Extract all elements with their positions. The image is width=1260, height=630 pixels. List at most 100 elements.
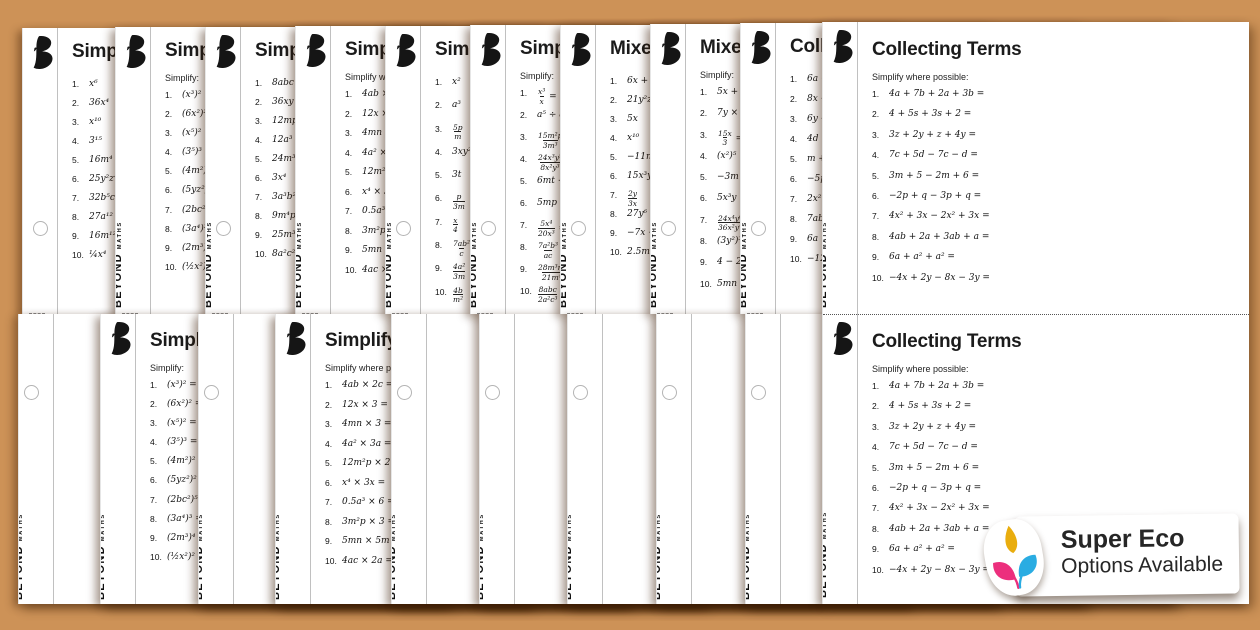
item-number: 8. [520, 242, 528, 252]
beyond-wordmark: BEYOND [470, 253, 479, 308]
item-expression: 4a² 3m [452, 263, 466, 280]
item-number: 2. [700, 108, 708, 119]
item-expression: (x³)² = [182, 90, 212, 100]
item-number: 6. [610, 171, 618, 181]
fraction-denominator: m² [453, 294, 464, 305]
beyond-wordmark: BEYOND [656, 545, 663, 600]
item-expression: x¹⁰ [627, 133, 640, 143]
worksheet-item: 4. (x²)⁵ = [700, 151, 1081, 172]
item-expression: 4x² + 3x − 2x² + 3x = [889, 211, 990, 222]
item-expression: 3m²p × 3 = [342, 516, 396, 527]
item-number: 6. [435, 193, 443, 204]
beyond-wordmark: BEYOND [198, 545, 205, 600]
item-number: 7. [72, 193, 80, 203]
item-expression: 6x + 8y [627, 76, 662, 86]
beyond-wordmark: BEYOND [275, 545, 282, 600]
fraction-numerator: 15x [718, 128, 732, 138]
item-number: 6. [790, 174, 798, 184]
item-expression: (x⁵)² = [182, 128, 212, 139]
fraction-numerator: 15m²p [538, 131, 563, 140]
worksheet-item: 8. 4ab + 2a + 3ab + a = [872, 232, 1249, 252]
item-number: 9. [255, 230, 263, 240]
maths-wordmark: MATHS [100, 512, 106, 542]
item-expression: 16m¹² [89, 231, 117, 241]
item-expression: 9m⁴p² [272, 211, 300, 221]
margin-divider-line [420, 26, 421, 314]
item-number: 4. [520, 154, 528, 164]
item-expression: 3a³b² [272, 192, 297, 202]
item-number: 8. [435, 240, 443, 251]
beyond-b-logo-icon [282, 321, 309, 356]
item-number: 4. [700, 150, 708, 161]
beyond-maths-branding: BEYOND MATHS [823, 218, 831, 308]
item-number: 2. [325, 399, 333, 410]
beyond-wordmark: BEYOND [295, 253, 304, 308]
item-number: 3. [435, 123, 443, 134]
item-number: 5. [790, 154, 798, 164]
item-number: 6. [165, 185, 173, 196]
item-expression: x³ x = [538, 87, 557, 106]
item-expression: (3y²)³ = [717, 236, 753, 247]
worksheet-instruction: Simplify: [520, 71, 555, 81]
maths-wordmark: MATHS [198, 512, 204, 542]
maths-wordmark: MATHS [117, 220, 123, 250]
worksheet-content: Collecting Terms Simplify where possible:… [867, 22, 1249, 314]
item-expression: 5x [627, 114, 638, 124]
item-number: 10. [325, 555, 337, 566]
item-number: 6. [700, 193, 708, 204]
fraction-denominator: 3m [453, 200, 465, 211]
worksheet-item: 9. 16m¹² [72, 231, 453, 250]
worksheet-instruction: Simplify: [165, 73, 200, 83]
item-number: 7. [345, 206, 353, 216]
fraction-denominator: 2a²c³ [538, 293, 558, 304]
item-expression: x⁶ [89, 79, 98, 89]
worksheet-item: 7. 4x² + 3x − 2x² + 3x = [872, 211, 1249, 231]
worksheet-item: 4. x¹⁰ [610, 133, 991, 152]
fraction: 24x⁴y⁶ 36x²y⁴ [718, 215, 743, 232]
item-expression: p 3m [452, 193, 466, 210]
worksheet-item: 6. (5yz²)² = [165, 185, 546, 204]
worksheet-instruction: Simplify where possible: [872, 364, 969, 374]
fraction-denominator: 4 [453, 224, 458, 235]
margin-divider-line [240, 27, 241, 314]
item-expression: ¼x⁴ [89, 250, 107, 260]
punch-hole [32, 220, 48, 236]
worksheet-item-list: 1. (x³)² = 2. (6x²)² = 3. (x⁵)² = 4. (3⁵)³ = 5. (… [150, 380, 531, 571]
maths-wordmark: MATHS [567, 512, 573, 542]
item-number: 4. [345, 147, 353, 158]
item-expression: 4a + 7b + 2a + 3b = [889, 89, 985, 99]
beyond-maths-branding: BEYOND MATHS [295, 218, 306, 308]
item-number: 9. [610, 228, 618, 238]
margin-divider-line [780, 314, 781, 604]
item-expression: 4a² × 3a = [342, 438, 392, 449]
item-expression: (2bc²)⁵ = [167, 494, 209, 505]
item-expression: 7ab² c [452, 240, 471, 257]
fraction-denominator: 3m [453, 270, 466, 281]
fraction-denominator: 3m³ [542, 139, 558, 150]
item-expression: 4mn × 3 = [342, 419, 392, 429]
worksheet-item: 10. (½x²)² = [150, 552, 531, 571]
worksheet-item: 2. 7y × 3y = [700, 108, 1081, 129]
item-number: 3. [700, 129, 708, 140]
item-expression: −7x − 6 [627, 228, 665, 238]
item-number: 6. [345, 186, 353, 197]
worksheet-item: 9. −7x − 6 [610, 228, 991, 247]
item-number: 7. [255, 192, 263, 202]
fraction: 5x⁴ 20x³ [538, 220, 555, 237]
item-number: 1. [150, 380, 158, 390]
worksheet-item: 7. 32b⁵c¹⁰ [72, 193, 453, 212]
item-expression: 3¹⁵ [89, 136, 102, 146]
beyond-maths-branding: BEYOND MATHS [19, 510, 27, 600]
beyond-maths-branding: BEYOND MATHS [746, 510, 754, 600]
worksheet-item: 2. 8x + 6 [790, 94, 1171, 114]
worksheet-content: Collecting Terms Simplify where possible:… [867, 314, 1249, 604]
fraction-numerator: 5x⁴ [540, 219, 553, 228]
worksheet-item: 7. (2bc²)⁵ = [165, 205, 546, 224]
item-expression: 16m⁴ [89, 155, 113, 165]
margin-divider-line [135, 314, 136, 604]
item-expression: 15x³y³ [627, 171, 656, 181]
worksheet-item: 2. 4 + 5s + 3s + 2 = [872, 109, 1249, 129]
worksheet-instruction: Simplify where possible: [325, 363, 422, 373]
worksheet-item: 8. (3a⁴)³ = [165, 224, 546, 243]
fraction: 15m²p 3m³ [538, 132, 562, 149]
